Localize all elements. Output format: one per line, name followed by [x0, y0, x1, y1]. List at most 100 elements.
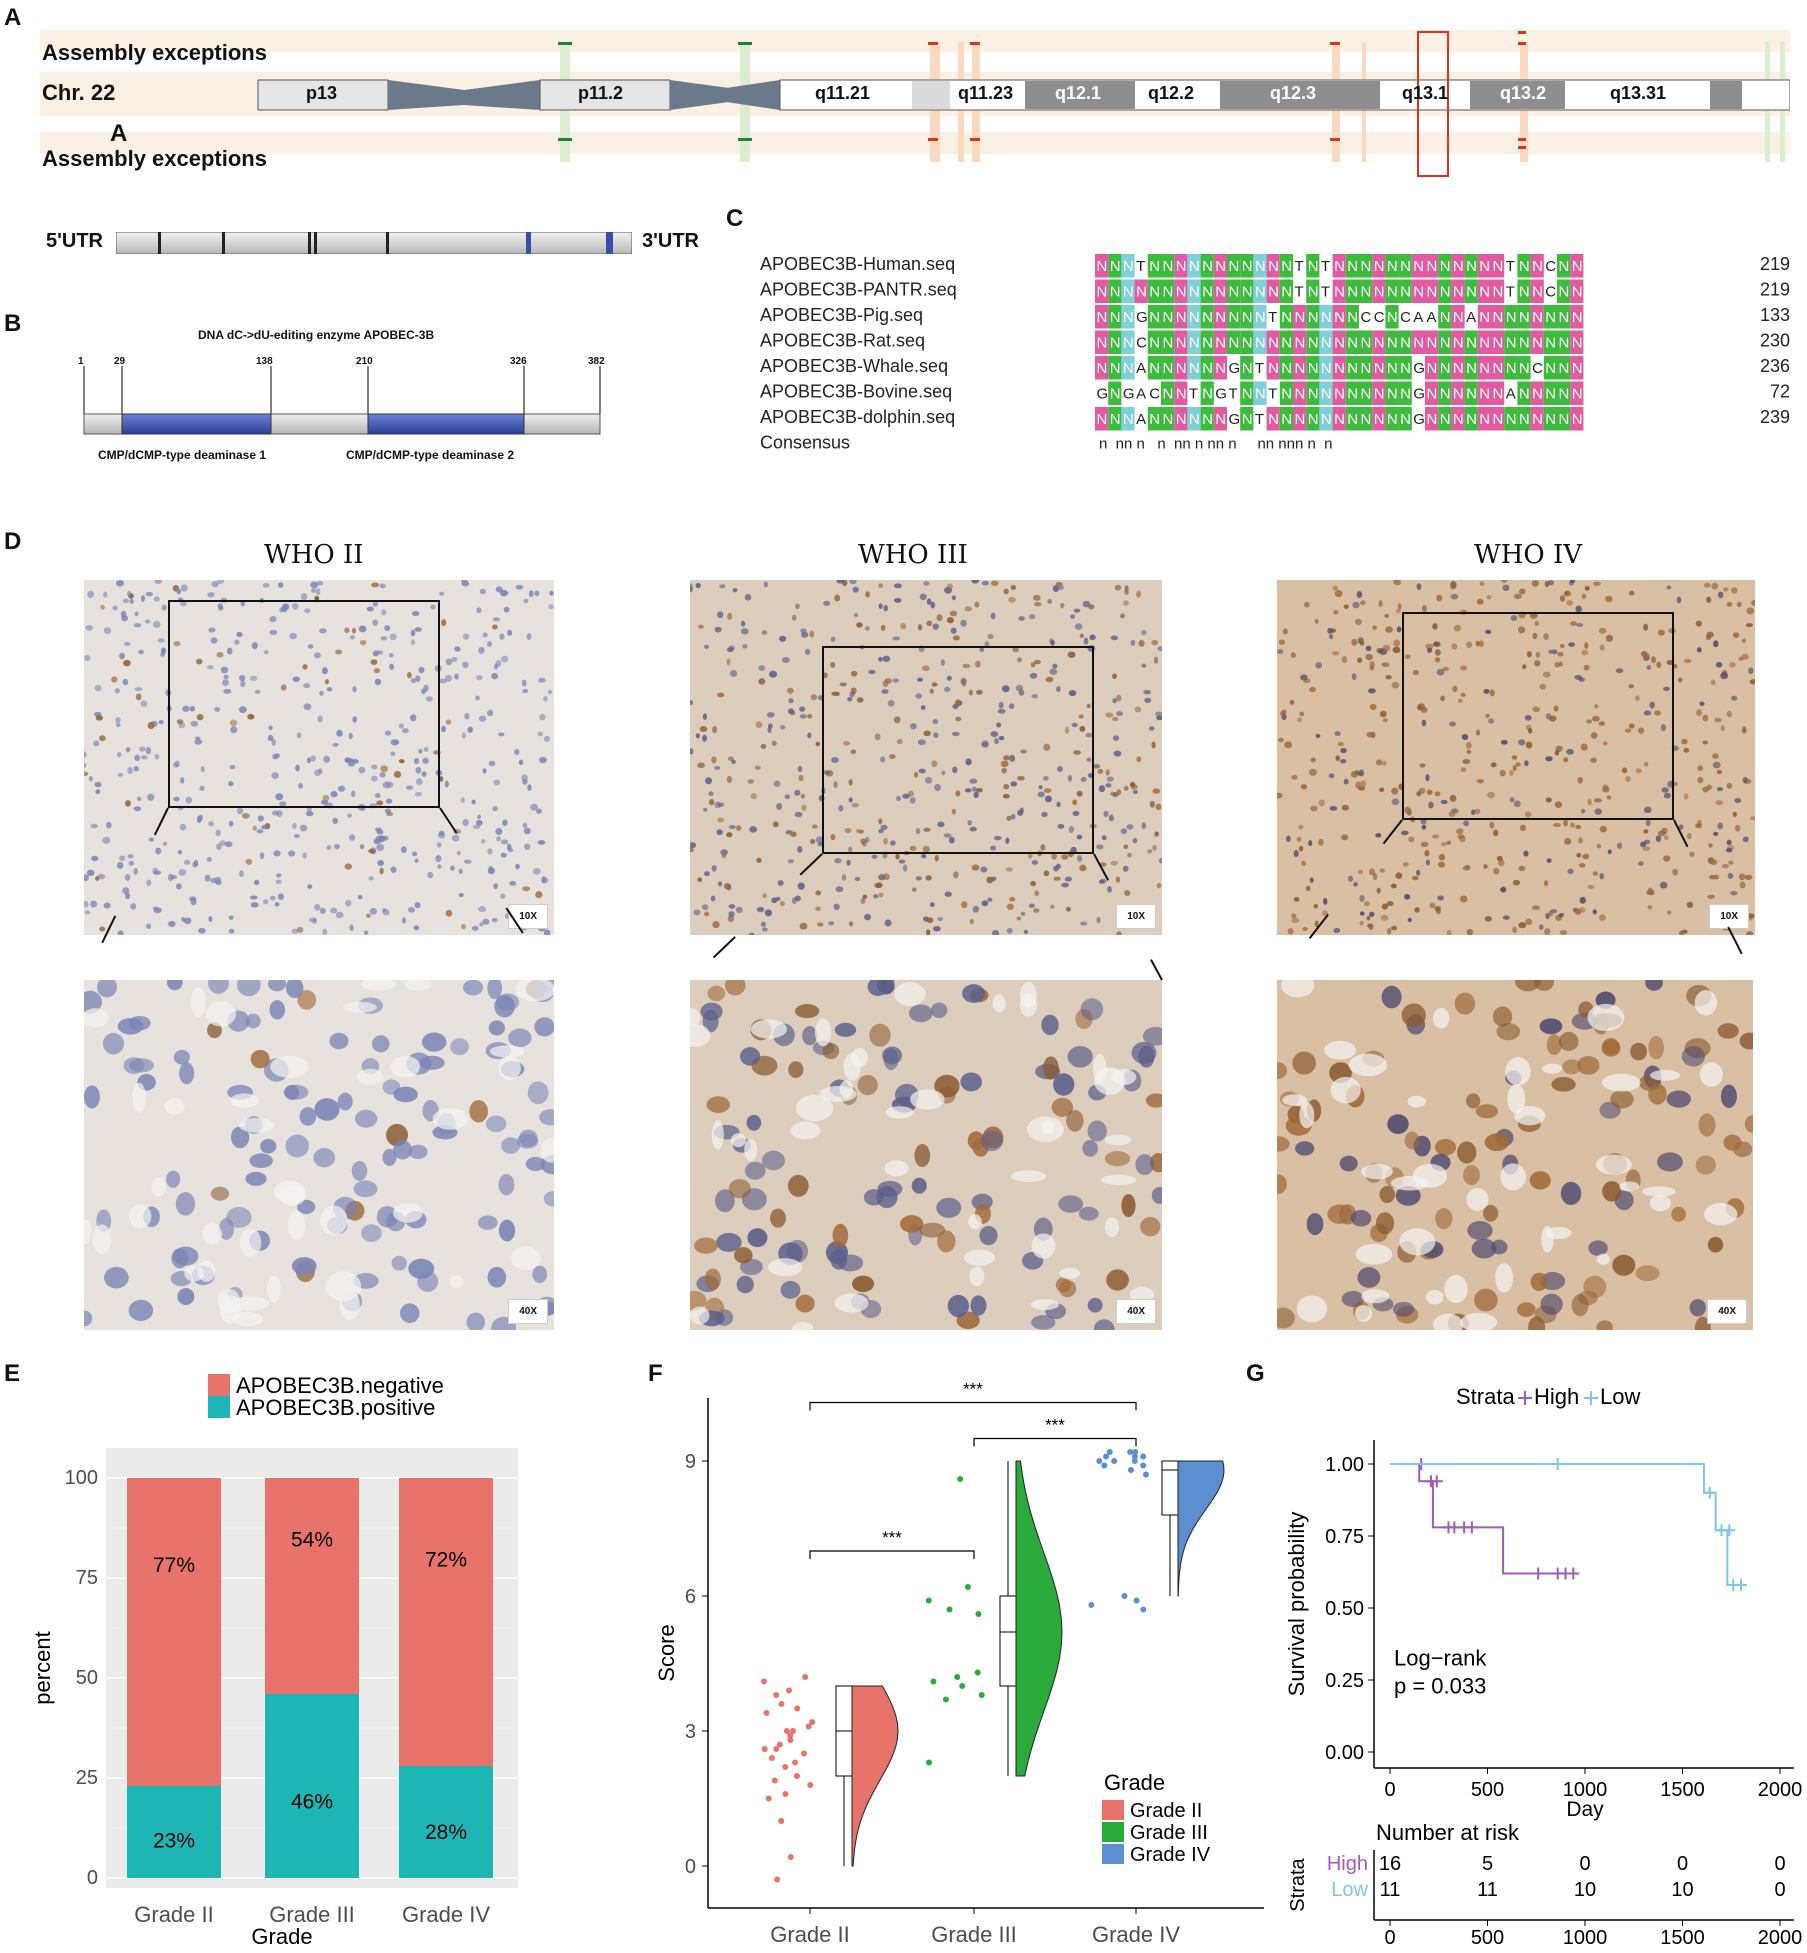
ihc-cell	[500, 852, 507, 858]
ihc-cell	[1287, 928, 1294, 935]
ihc-cell	[358, 997, 383, 1014]
ihc-cell	[1393, 580, 1402, 586]
ihc-cell	[871, 854, 878, 859]
ihc-cell	[1329, 805, 1338, 811]
ihc-cell	[1359, 641, 1365, 646]
ihc-cell	[377, 859, 384, 867]
ihc-cell	[1369, 665, 1375, 671]
ihc-cell	[787, 708, 794, 714]
ihc-cell	[1360, 780, 1367, 788]
ihc-cell	[1656, 1152, 1683, 1172]
ihc-cell	[332, 742, 339, 747]
ihc-cell	[134, 687, 143, 692]
ihc-cell	[335, 649, 343, 655]
ihc-cell	[369, 847, 377, 855]
alignment-char: N	[1532, 258, 1543, 275]
ihc-cell	[1149, 800, 1155, 808]
data-point	[792, 1759, 799, 1766]
alignment-cell	[1517, 407, 1531, 431]
ihc-vacuole	[744, 1138, 757, 1162]
pos-29: 29	[114, 356, 126, 367]
ihc-cell	[751, 1055, 778, 1076]
ihc-cell	[1425, 643, 1434, 650]
ihc-cell	[1416, 704, 1423, 711]
ihc-cell	[1306, 1213, 1324, 1236]
ihc-cell	[421, 771, 427, 777]
ihc-cell	[418, 666, 425, 674]
ihc-cell	[981, 580, 989, 586]
ihc-cell	[1020, 749, 1027, 754]
alignment-char: N	[1427, 360, 1438, 377]
ihc-cell	[1450, 593, 1459, 600]
ihc-cell	[307, 644, 314, 649]
ihc-vacuole	[1019, 993, 1037, 1017]
ihc-cell	[1646, 665, 1652, 670]
alignment-char: N	[1163, 284, 1174, 301]
ihc-cell	[291, 928, 299, 934]
alignment-char: N	[1493, 411, 1504, 428]
ihc-cell	[99, 926, 106, 932]
ihc-cell	[389, 663, 395, 670]
ihc-connector-line	[1673, 819, 1756, 981]
ihc-cell	[810, 694, 817, 701]
ihc-cell	[262, 899, 269, 905]
alignment-char: G	[1229, 411, 1241, 428]
alignment-char: N	[1189, 309, 1200, 326]
ihc-cell	[1116, 694, 1122, 702]
alignment-char: N	[1110, 309, 1121, 326]
ihc-cell	[114, 688, 121, 694]
alignment-char: T	[1268, 386, 1277, 403]
ihc-cell	[175, 1192, 196, 1216]
ihc-cell	[822, 672, 828, 679]
ihc-cell	[1384, 613, 1390, 618]
alignment-cell	[1187, 407, 1201, 431]
ihc-cell	[779, 901, 785, 907]
ihc-cell	[103, 591, 108, 598]
ihc-image-who-iii-high: 40X	[690, 980, 1162, 1330]
ihc-cell	[1485, 713, 1490, 718]
ihc-cell	[1318, 799, 1325, 807]
ihc-cell	[1339, 1204, 1357, 1225]
survival-curve	[1390, 1463, 1578, 1575]
ihc-cell	[946, 583, 954, 590]
alignment-cell	[1200, 381, 1214, 405]
ihc-cell	[1003, 783, 1010, 790]
selected-band-marker[interactable]	[1417, 31, 1449, 177]
ihc-cell	[962, 663, 971, 669]
ihc-cell	[929, 688, 934, 694]
censor-mark	[1567, 1567, 1580, 1580]
ihc-vacuole	[1059, 1267, 1081, 1280]
ihc-cell	[1416, 791, 1422, 797]
ihc-vacuole	[1444, 1274, 1468, 1304]
alignment-cell	[1451, 254, 1465, 278]
data-point	[787, 1854, 794, 1860]
ihc-cell	[915, 876, 922, 881]
ihc-vacuole	[1466, 1188, 1489, 1211]
ihc-cell	[123, 659, 131, 667]
pos-326: 326	[510, 356, 527, 367]
ihc-cell	[767, 726, 772, 734]
ihc-cell	[1591, 715, 1600, 722]
ihc-cell	[1580, 743, 1588, 751]
ihc-cell	[880, 980, 895, 994]
ihc-cell	[728, 1179, 751, 1199]
alignment-cell	[1464, 356, 1478, 380]
ihc-cell	[116, 580, 124, 587]
ihc-cell	[322, 667, 328, 675]
ihc-cell	[1511, 755, 1518, 760]
ihc-cell	[779, 635, 787, 642]
ihc-cell	[787, 1174, 809, 1197]
ihc-cell	[993, 835, 1002, 841]
ihc-vacuole	[1432, 1007, 1450, 1029]
ihc-cell	[133, 766, 139, 772]
ihc-cell	[1725, 1198, 1745, 1218]
ihc-cell	[1295, 1141, 1315, 1156]
alignment-cell	[1557, 356, 1571, 380]
ihc-cell	[1720, 725, 1726, 732]
risk-x-tick-label: 0	[1384, 1927, 1395, 1948]
ihc-cell	[1380, 914, 1389, 922]
ihc-cell	[1108, 814, 1115, 822]
ihc-cell	[313, 904, 321, 911]
ihc-cell	[1730, 890, 1738, 896]
ihc-cell	[1460, 692, 1466, 697]
